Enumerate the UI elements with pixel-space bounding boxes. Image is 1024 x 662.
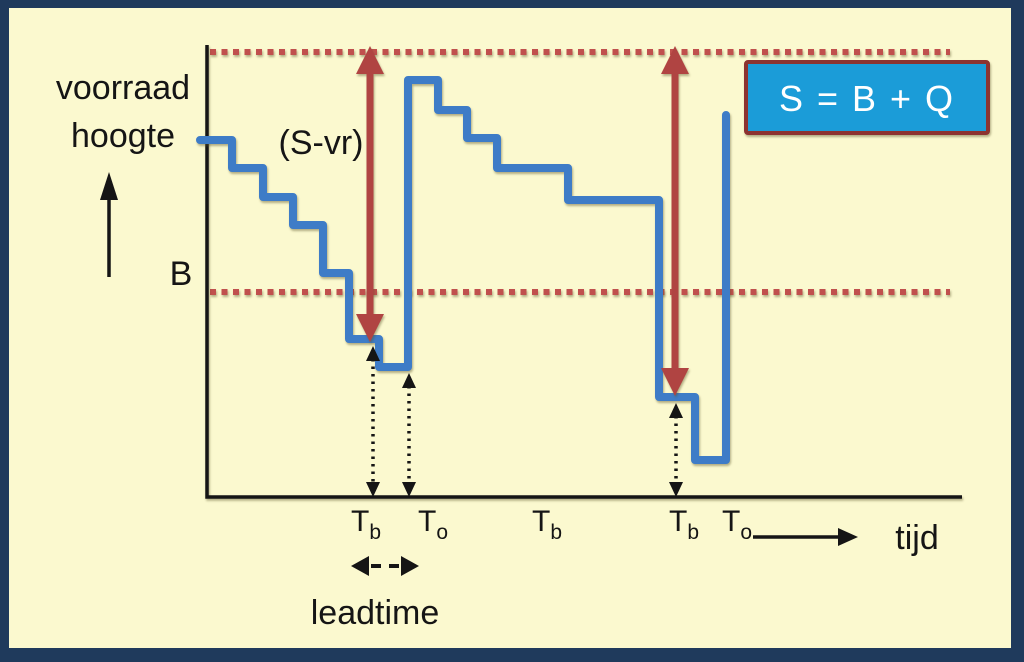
dotted-arrow-receipt-moment-1 [402,373,416,497]
axes [205,45,962,499]
x-tick-tb-2: Tb [532,505,562,544]
x-axis-label: tijd [895,519,938,557]
x-tick-to-1: To [418,505,448,544]
y-axis-label-line2: hoogte [71,117,175,155]
x-tick-tb-1: Tb [351,505,381,544]
formula-box [744,60,990,135]
x-tick-tb-3: Tb [669,505,699,544]
dotted-arrow-order-moment-2 [669,403,683,497]
order-quantity-label: (S-vr) [279,124,364,162]
reorder-level-label: B [170,255,193,293]
leadtime-span-arrow-icon [351,556,419,576]
tick-main: T [532,505,550,538]
tick-sub: b [687,521,699,544]
tick-sub: b [369,521,381,544]
tick-sub: o [436,521,448,544]
tick-main: T [722,505,740,538]
leadtime-label: leadtime [311,594,440,632]
y-axis-label-line1: voorraad [56,69,190,107]
formula-label: S = B + Q [779,78,955,119]
s-minus-vr-arrow-1 [356,46,384,342]
s-minus-vr-arrow-2 [661,46,689,396]
dotted-arrow-order-moment-1 [366,346,380,497]
tick-sub: o [740,521,752,544]
tick-main: T [351,505,369,538]
tick-main: T [418,505,436,538]
y-direction-arrow-icon [100,172,118,277]
time-direction-arrow-icon [753,528,858,546]
x-tick-to-2: To [722,505,752,544]
inventory-level-line [196,76,730,464]
tick-sub: b [550,521,562,544]
tick-main: T [669,505,687,538]
